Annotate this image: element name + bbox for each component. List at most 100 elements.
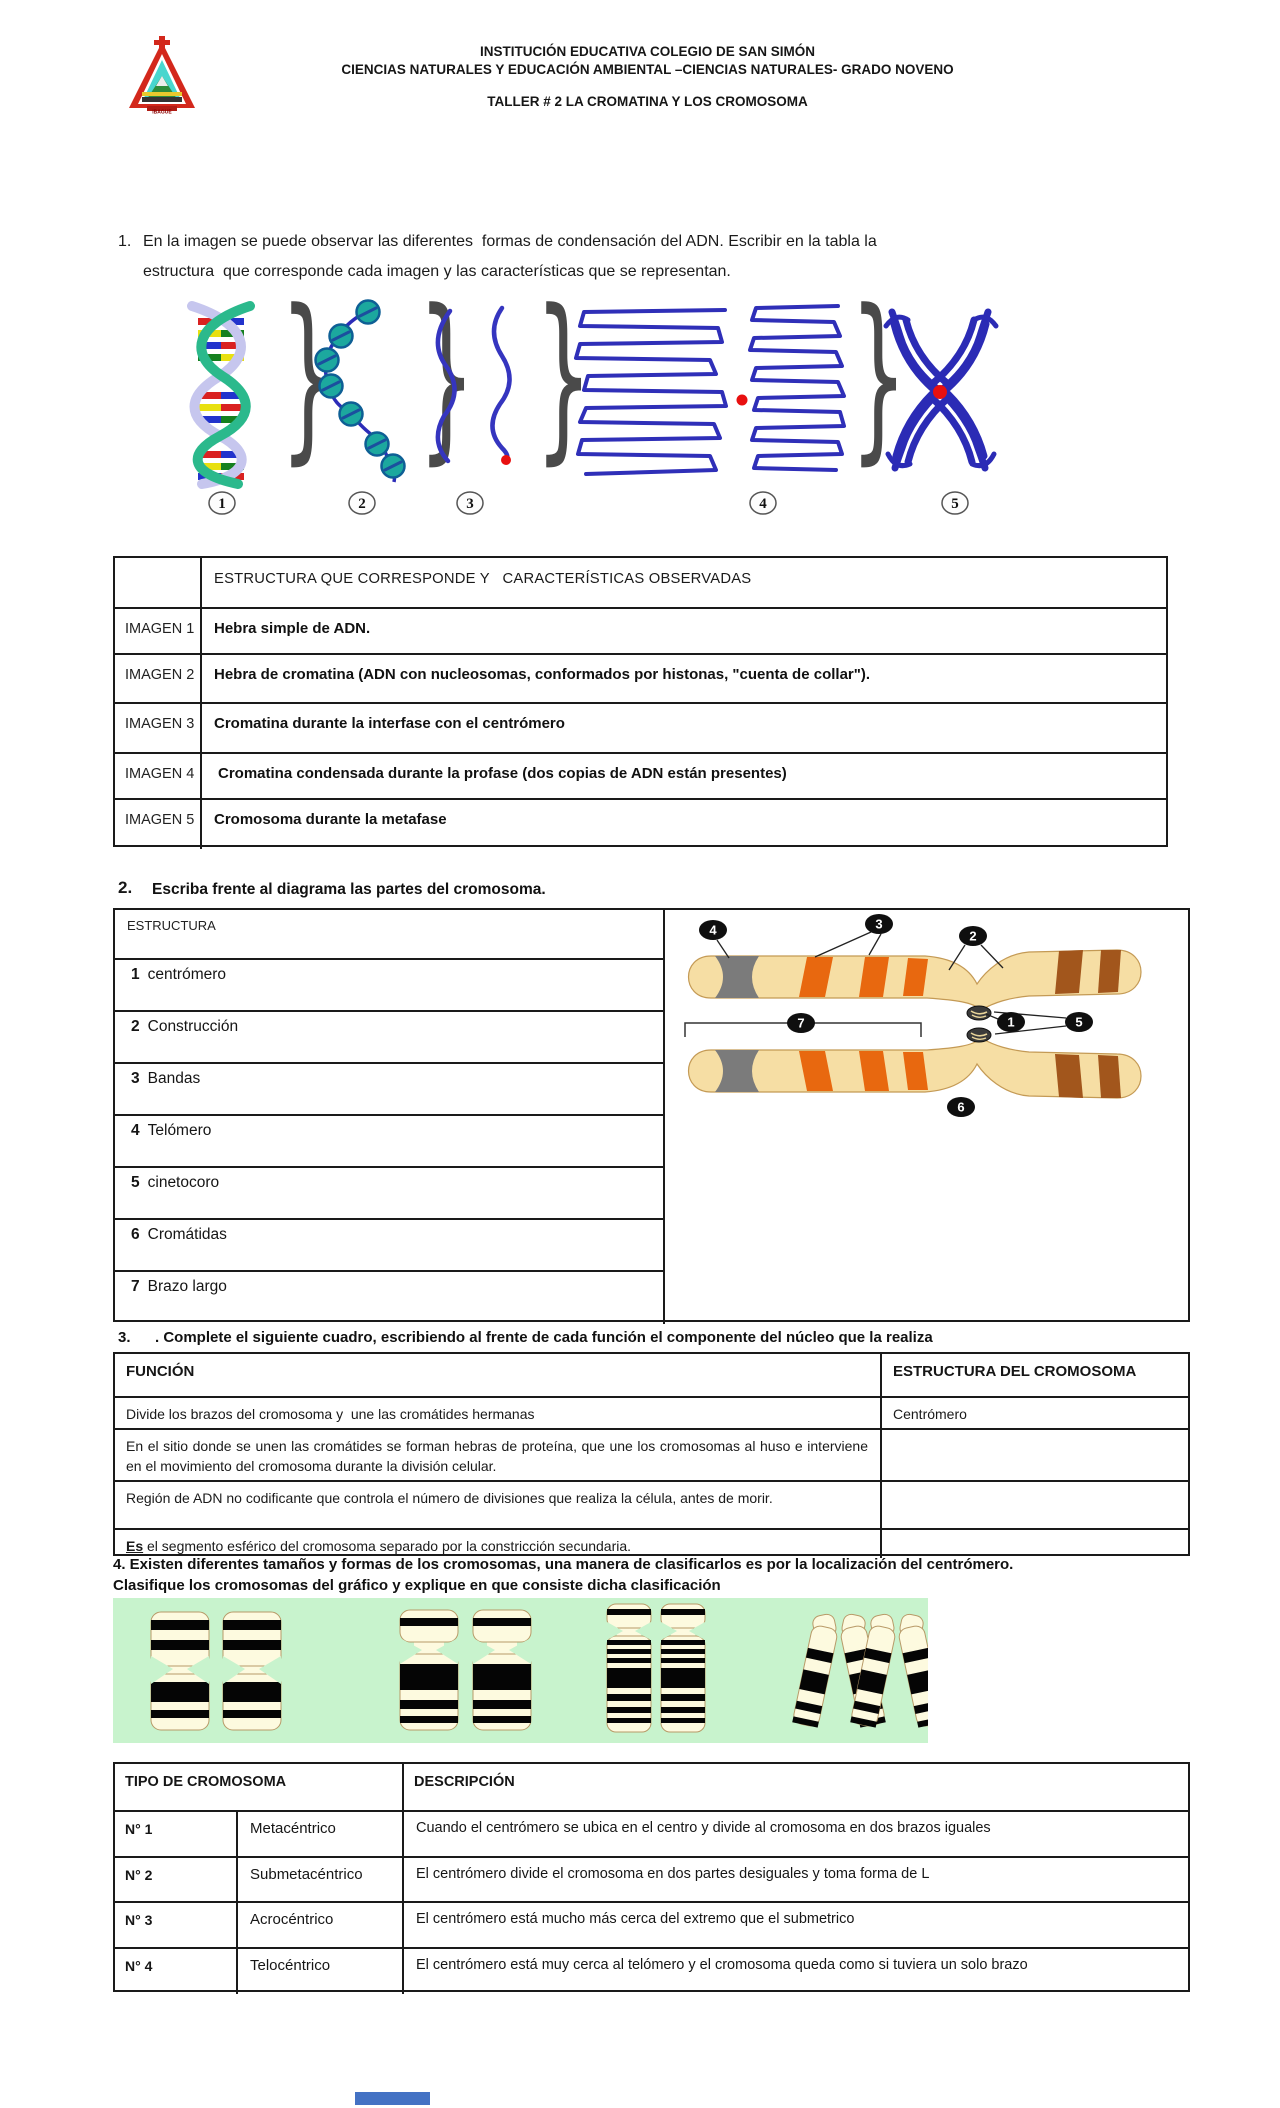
- table1-header: ESTRUCTURA QUE CORRESPONDE Y CARACTERÍST…: [202, 558, 1166, 609]
- diagram-label-1: 1: [1007, 1015, 1014, 1030]
- metacentric-chromosomes: [150, 1611, 282, 1731]
- centromere-dot-stage3: [501, 455, 511, 465]
- telocentric-chromosomes: [792, 1613, 928, 1728]
- kinetochore-icons: [966, 1005, 992, 1043]
- q1-text-line2: estructura que corresponde cada imagen y…: [143, 263, 731, 280]
- school-crest-icon: IBAGUE: [129, 36, 195, 116]
- table4-desc: El centrómero divide el cromosoma en dos…: [404, 1858, 1188, 1903]
- table4-num: N° 1: [115, 1812, 238, 1858]
- table1-row-label: IMAGEN 4: [115, 754, 202, 800]
- part-name: Construcción: [147, 1018, 239, 1035]
- chromosome-types-figure: [113, 1598, 928, 1743]
- table4-num: N° 2: [115, 1858, 238, 1903]
- school-logo: IBAGUE: [127, 36, 197, 116]
- part-name: Bandas: [147, 1070, 201, 1087]
- q1-number: 1.: [118, 233, 132, 250]
- part-number: 2: [131, 1018, 140, 1035]
- part-number: 6: [131, 1226, 140, 1243]
- chromosome-diagram: 4 3 2 7 1 5 6: [684, 914, 1142, 1117]
- diagram-label-2: 2: [969, 929, 976, 944]
- dna-condensation-figure: } } } }: [187, 296, 999, 515]
- table1-row-label: IMAGEN 3: [115, 704, 202, 754]
- telomere-gray-top: [715, 956, 759, 998]
- q3-number: 3.: [118, 1329, 131, 1346]
- table1-row-label: IMAGEN 2: [115, 655, 202, 704]
- condensed-chromatin-illustration: [574, 304, 846, 476]
- diagram-label-7: 7: [797, 1016, 804, 1031]
- table2-row: 7 Brazo largo: [115, 1272, 665, 1324]
- table3-estructura: [882, 1430, 1188, 1482]
- table4-tipo: Telocéntrico: [238, 1949, 404, 1994]
- svg-text:IBAGUE: IBAGUE: [152, 110, 172, 115]
- q2-number: 2.: [118, 878, 133, 897]
- diagram-label-3: 3: [875, 917, 882, 932]
- table-chromosome-types: TIPO DE CROMOSOMA DESCRIPCIÓN N° 1 Metac…: [113, 1762, 1190, 1994]
- centromere-dot-stage4: [736, 394, 748, 406]
- chromosome-bands-orange: [799, 957, 928, 1091]
- diagram-label-6: 6: [957, 1100, 964, 1115]
- stage-label-1: 1: [218, 496, 226, 512]
- centromere-dot-stage5: [933, 385, 947, 399]
- table4-num: N° 3: [115, 1903, 238, 1949]
- submetacentric-chromosomes: [399, 1609, 532, 1731]
- q3-text: . Complete el siguiente cuadro, escribie…: [155, 1329, 933, 1346]
- chromosome-diagram-cell: 4 3 2 7 1 5 6: [665, 910, 1188, 1324]
- table3-header-funcion: FUNCIÓN: [115, 1354, 882, 1398]
- part-name: cinetocoro: [147, 1174, 220, 1191]
- table3-funcion: Es el segmento esférico del cromosoma se…: [115, 1530, 882, 1558]
- q1-text-line1: En la imagen se puede observar las difer…: [143, 233, 877, 250]
- table-chromosome-parts: 4 3 2 7 1 5 6 ESTRUCTURA 1 centrómero 2 Co…: [113, 908, 1190, 1324]
- table3-estructura: Centrómero: [882, 1398, 1188, 1430]
- part-number: 4: [131, 1122, 140, 1139]
- table4-tipo: Submetacéntrico: [238, 1858, 404, 1903]
- table3-estructura: [882, 1482, 1188, 1530]
- bold-prefix: Es: [126, 1538, 144, 1554]
- table1-row-label: IMAGEN 5: [115, 800, 202, 849]
- table2-row: 1 centrómero: [115, 960, 665, 1012]
- table1-row-value: Hebra de cromatina (ADN con nucleosomas,…: [202, 655, 1166, 704]
- svg-text:}: }: [418, 296, 475, 481]
- table4-num: N° 4: [115, 1949, 238, 1994]
- part-name: Telómero: [147, 1122, 212, 1139]
- table4-tipo: Acrocéntrico: [238, 1903, 404, 1949]
- part-name: Cromátidas: [147, 1226, 227, 1243]
- table2-row: 4 Telómero: [115, 1116, 665, 1168]
- part-number: 1: [131, 966, 140, 983]
- table1-row-value: Cromosoma durante la metafase: [214, 811, 447, 828]
- table-condensation-structures: ESTRUCTURA QUE CORRESPONDE Y CARACTERÍST…: [113, 556, 1168, 849]
- chromosome-bands-brown: [1055, 950, 1121, 1098]
- brace-2: }: [418, 296, 475, 481]
- part-number: 5: [131, 1174, 140, 1191]
- table2-header: ESTRUCTURA: [115, 910, 665, 960]
- table1-row-value: Cromatina condensada durante la profase …: [202, 754, 1166, 800]
- table4-desc: El centrómero está muy cerca al telómero…: [416, 1957, 1028, 1973]
- q4-text-line1: 4. Existen diferentes tamaños y formas d…: [113, 1556, 1014, 1573]
- metaphase-chromosome-illustration: [883, 308, 999, 472]
- acrocentric-chromosomes: [606, 1603, 706, 1733]
- table-functions: FUNCIÓN ESTRUCTURA DEL CROMOSOMA Divide …: [113, 1352, 1190, 1558]
- part-name: Brazo largo: [147, 1278, 227, 1295]
- table4-desc: El centrómero está mucho más cerca del e…: [404, 1903, 1188, 1949]
- stage-label-3: 3: [466, 496, 474, 512]
- subject-line: CIENCIAS NATURALES Y EDUCACIÓN AMBIENTAL…: [341, 62, 954, 77]
- diagram-label-5: 5: [1075, 1015, 1082, 1030]
- table3-funcion: Divide los brazos del cromosoma y une la…: [115, 1398, 882, 1430]
- worksheet-title: TALLER # 2 LA CROMATINA Y LOS CROMOSOMA: [487, 94, 808, 109]
- part-number: 7: [131, 1278, 140, 1295]
- table1-row-label: IMAGEN 1: [115, 609, 202, 655]
- diagram-number-labels: 4 3 2 7 1 5 6: [699, 914, 1093, 1117]
- institution-name: INSTITUCIÓN EDUCATIVA COLEGIO DE SAN SIM…: [479, 44, 815, 59]
- footer-blue-bar: [355, 2092, 430, 2105]
- table4-desc: Cuando el centrómero se ubica en el cent…: [404, 1812, 1188, 1858]
- table3-funcion: En el sitio donde se unen las cromátides…: [115, 1430, 882, 1482]
- chromatin-fibre-illustration: [435, 305, 512, 464]
- part-number: 3: [131, 1070, 140, 1087]
- table2-row: 3 Bandas: [115, 1064, 665, 1116]
- table1-row-value: Hebra simple de ADN.: [202, 609, 1166, 655]
- table4-header-tipo: TIPO DE CROMOSOMA: [115, 1764, 404, 1812]
- funcion-text: el segmento esférico del cromosoma separ…: [143, 1538, 632, 1554]
- nucleosome-string-illustration: [314, 299, 406, 483]
- stage-number-labels: 1 2 3 4 5: [208, 491, 969, 515]
- part-name: centrómero: [147, 966, 227, 983]
